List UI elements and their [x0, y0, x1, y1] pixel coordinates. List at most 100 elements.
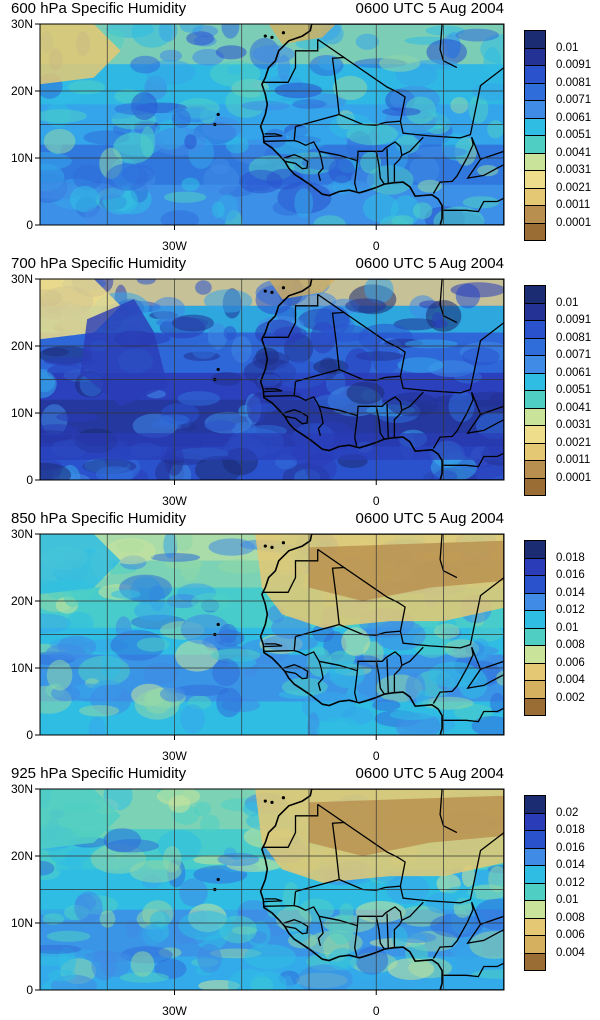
island — [281, 286, 286, 290]
field-blob — [130, 55, 161, 74]
field-blob — [391, 926, 408, 949]
colorbar-swatch — [524, 170, 546, 189]
country-border — [283, 154, 309, 170]
colorbar-label: 0.0001 — [556, 216, 592, 229]
field-blob — [239, 169, 283, 194]
field-blob — [179, 24, 204, 33]
dry-region — [40, 24, 121, 85]
colorbar-swatch — [524, 30, 546, 49]
panel-title: 600 hPa Specific Humidity — [11, 0, 187, 17]
colorbar-label: 0.012 — [556, 876, 585, 889]
field-blob — [470, 625, 504, 642]
panel-time: 0600 UTC 5 Aug 2004 — [355, 255, 504, 272]
colorbar-swatch — [524, 372, 546, 391]
y-tick-label: 30N — [11, 527, 33, 541]
humidity-map: 30N 20N 10N 0 30W 0 — [11, 782, 505, 1018]
y-tick-label: 20N — [11, 339, 33, 353]
field-blob — [328, 914, 354, 945]
colorbar-swatch — [524, 680, 546, 699]
field-blob — [88, 716, 106, 735]
field-blob — [200, 814, 220, 834]
country-border — [318, 396, 403, 438]
colorbar-label: 0.0071 — [556, 94, 592, 106]
country-border — [442, 452, 504, 468]
colorbar-label: 0.0081 — [556, 76, 592, 89]
y-tick-label: 10N — [11, 406, 33, 420]
field-blob — [313, 359, 349, 375]
field-blob — [249, 970, 287, 990]
field-blob — [40, 944, 82, 954]
country-border — [432, 137, 474, 194]
field-blob — [471, 969, 504, 979]
field-blob — [158, 24, 178, 42]
field-blob — [241, 100, 290, 111]
colorbar-label: 0.0011 — [556, 199, 591, 211]
panel-title: 925 hPa Specific Humidity — [11, 765, 187, 782]
field-blob — [42, 913, 64, 925]
colorbar-swatch — [524, 47, 546, 66]
colorbar-swatch — [524, 645, 546, 664]
field-blob — [106, 163, 148, 191]
colorbar-swatch — [524, 82, 546, 101]
field-blob — [346, 381, 385, 405]
island — [263, 289, 267, 293]
colorbar-swatch — [524, 830, 546, 849]
colorbar-label: 0.0091 — [556, 59, 592, 71]
field-blob — [164, 191, 207, 203]
x-tick-label: 0 — [373, 494, 380, 508]
field-blob — [180, 704, 206, 734]
field-blob — [221, 24, 240, 39]
colorbar-label: 0.006 — [556, 929, 585, 941]
panel-time: 0600 UTC 5 Aug 2004 — [355, 0, 504, 17]
island — [281, 796, 286, 800]
country-border — [294, 649, 324, 691]
field-blob — [203, 164, 240, 195]
dry-region — [309, 540, 504, 601]
field-blob — [46, 643, 86, 661]
colorbar-label: 0.012 — [556, 604, 585, 616]
colorbar-swatch — [524, 390, 546, 409]
field-blob — [297, 964, 353, 990]
field-blob — [178, 910, 234, 941]
field-blob — [101, 650, 121, 680]
colorbar-swatch — [524, 575, 546, 594]
graticule — [40, 534, 504, 735]
country-border — [261, 294, 319, 338]
colorbar-swatch — [524, 627, 546, 646]
colorbar-label: 0.0061 — [556, 366, 592, 379]
field-blob — [386, 142, 408, 172]
y-tick-label: 20N — [11, 849, 33, 863]
field-blob — [179, 878, 208, 907]
colorbar-label: 0.0031 — [556, 419, 592, 431]
colorbar-label: 0.018 — [556, 824, 585, 836]
panel-title: 850 hPa Specific Humidity — [11, 510, 187, 527]
colorbar-label: 0.004 — [556, 674, 585, 686]
field-blob — [328, 948, 358, 971]
country-border — [442, 707, 504, 723]
field-blob — [195, 280, 212, 295]
field-blob — [434, 319, 448, 329]
colorbar-swatch — [524, 557, 546, 576]
field-blob — [152, 296, 186, 322]
field-blob — [43, 128, 76, 154]
field-blob — [204, 289, 253, 313]
map-panel-850hpa: 850 hPa Specific Humidity 0600 UTC 5 Aug… — [0, 510, 600, 765]
colorbar-swatch — [524, 540, 546, 559]
island — [216, 367, 220, 372]
field-blob — [46, 659, 73, 691]
country-border — [432, 647, 474, 704]
country-border — [386, 913, 389, 949]
field-blob — [253, 390, 302, 400]
africa-coastline — [259, 24, 504, 225]
field-blob — [382, 107, 421, 116]
colorbar-swatch — [524, 795, 546, 814]
field-blob — [416, 690, 430, 707]
africa-coastline — [259, 279, 504, 480]
field-blob — [140, 126, 156, 158]
field-blob — [160, 210, 199, 225]
country-border — [294, 904, 324, 946]
colorbar-label: 0.0021 — [556, 181, 592, 194]
country-border — [442, 962, 504, 978]
country-border — [263, 643, 283, 648]
field-blob — [312, 623, 335, 643]
